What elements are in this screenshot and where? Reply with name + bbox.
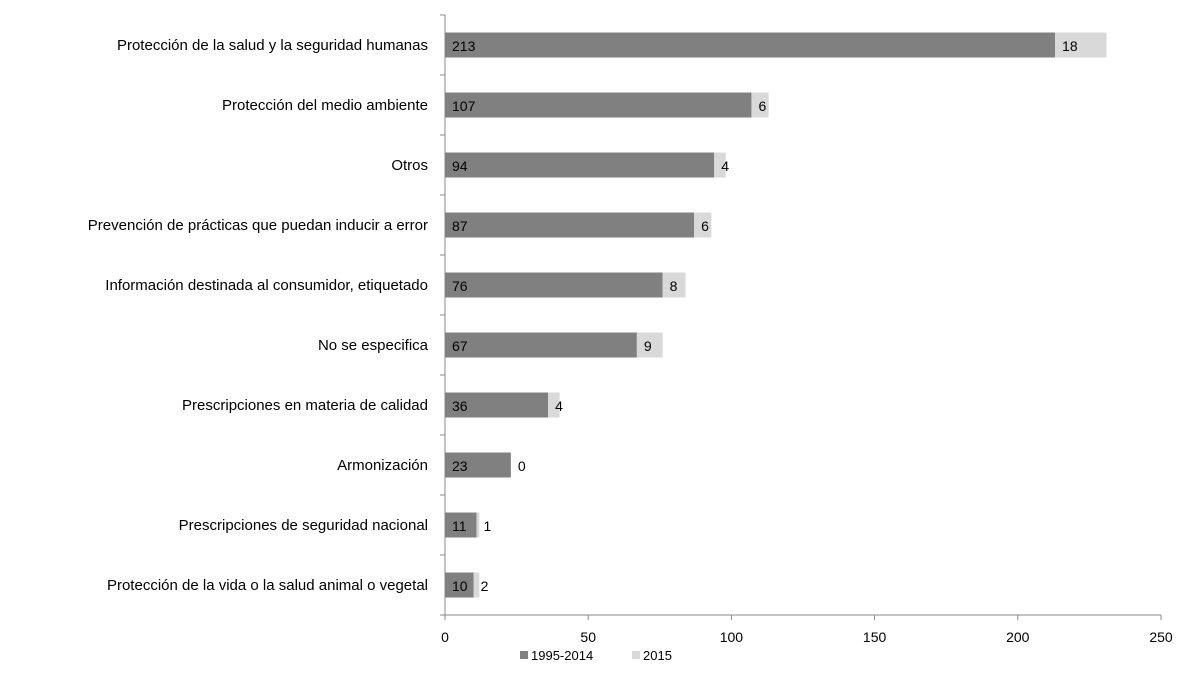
bar-segment-2015 bbox=[473, 572, 480, 598]
x-tick-label: 200 bbox=[1006, 629, 1030, 645]
legend: 1995-2014 2015 bbox=[520, 648, 672, 663]
data-label-1995-2014: 107 bbox=[452, 98, 476, 114]
data-label-2015: 18 bbox=[1062, 38, 1078, 54]
bar-segment-1995-2014 bbox=[445, 512, 477, 538]
legend-swatch bbox=[520, 651, 528, 659]
bar-segment-2015 bbox=[662, 272, 686, 298]
bar-segment-1995-2014 bbox=[445, 392, 549, 418]
data-label-1995-2014: 76 bbox=[452, 278, 468, 294]
data-label-2015: 6 bbox=[758, 98, 766, 114]
x-tick-label: 150 bbox=[863, 629, 887, 645]
legend-label: 2015 bbox=[643, 648, 672, 663]
bar-segment-1995-2014 bbox=[445, 332, 637, 358]
x-tick-label: 250 bbox=[1149, 629, 1173, 645]
bar-segment-1995-2014 bbox=[445, 212, 695, 238]
bar-segment-1995-2014 bbox=[445, 272, 663, 298]
x-tick-label: 0 bbox=[441, 629, 449, 645]
category-label: Armonización bbox=[337, 457, 428, 474]
bar-segment-2015 bbox=[694, 212, 712, 238]
category-label: Otros bbox=[391, 157, 428, 174]
bar-segment-2015 bbox=[476, 512, 480, 538]
bar-segment-1995-2014 bbox=[445, 92, 752, 118]
bar-segment-1995-2014 bbox=[445, 572, 474, 598]
bar-segment-2015 bbox=[1055, 32, 1107, 58]
category-label: Protección de la salud y la seguridad hu… bbox=[117, 37, 428, 54]
data-label-1995-2014: 10 bbox=[452, 578, 468, 594]
data-label-2015: 2 bbox=[481, 578, 489, 594]
category-label: Prescripciones de seguridad nacional bbox=[179, 517, 428, 534]
legend-swatch bbox=[632, 651, 640, 659]
data-label-2015: 4 bbox=[721, 158, 729, 174]
data-label-2015: 1 bbox=[484, 518, 492, 534]
data-label-1995-2014: 23 bbox=[452, 458, 468, 474]
data-label-2015: 9 bbox=[644, 338, 652, 354]
data-label-2015: 8 bbox=[670, 278, 678, 294]
category-label: Prevención de prácticas que puedan induc… bbox=[88, 217, 428, 234]
bar-segment-1995-2014 bbox=[445, 32, 1056, 58]
bar-segment-2015 bbox=[714, 152, 726, 178]
category-labels: Protección de la salud y la seguridad hu… bbox=[88, 37, 429, 594]
category-label: No se especifica bbox=[318, 337, 429, 354]
bar-segment-1995-2014 bbox=[445, 452, 511, 478]
category-label: Prescripciones en materia de calidad bbox=[182, 397, 428, 414]
x-tick-labels: 0 50 100 150 200 250 bbox=[441, 629, 1173, 645]
bar-segment-2015 bbox=[751, 92, 769, 118]
data-label-1995-2014: 94 bbox=[452, 158, 468, 174]
x-tick-label: 100 bbox=[720, 629, 744, 645]
data-label-1995-2014: 36 bbox=[452, 398, 468, 414]
x-tick-label: 50 bbox=[580, 629, 596, 645]
data-label-1995-2014: 11 bbox=[452, 518, 467, 534]
data-label-1995-2014: 87 bbox=[452, 218, 468, 234]
data-label-1995-2014: 67 bbox=[452, 338, 468, 354]
legend-label: 1995-2014 bbox=[531, 648, 593, 663]
data-label-2015: 0 bbox=[518, 458, 526, 474]
bar-segment-1995-2014 bbox=[445, 152, 715, 178]
data-label-2015: 4 bbox=[555, 398, 563, 414]
category-label: Información destinada al consumidor, eti… bbox=[105, 277, 428, 294]
bar-segment-2015 bbox=[636, 332, 663, 358]
category-label: Protección del medio ambiente bbox=[222, 97, 428, 114]
data-label-2015: 6 bbox=[701, 218, 709, 234]
bar-segment-2015 bbox=[548, 392, 560, 418]
data-label-1995-2014: 213 bbox=[452, 38, 476, 54]
category-label: Protección de la vida o la salud animal … bbox=[107, 577, 428, 594]
